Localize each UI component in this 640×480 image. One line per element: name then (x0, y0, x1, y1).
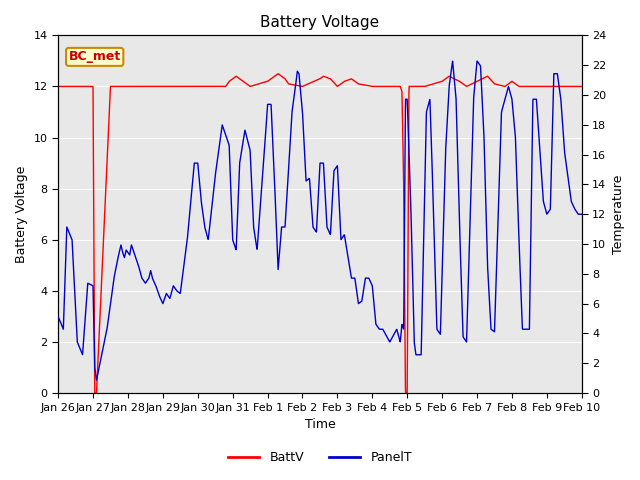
Y-axis label: Temperature: Temperature (612, 175, 625, 254)
Y-axis label: Battery Voltage: Battery Voltage (15, 166, 28, 263)
Title: Battery Voltage: Battery Voltage (260, 15, 380, 30)
Legend: BattV, PanelT: BattV, PanelT (223, 446, 417, 469)
X-axis label: Time: Time (305, 419, 335, 432)
Text: BC_met: BC_met (68, 50, 121, 63)
